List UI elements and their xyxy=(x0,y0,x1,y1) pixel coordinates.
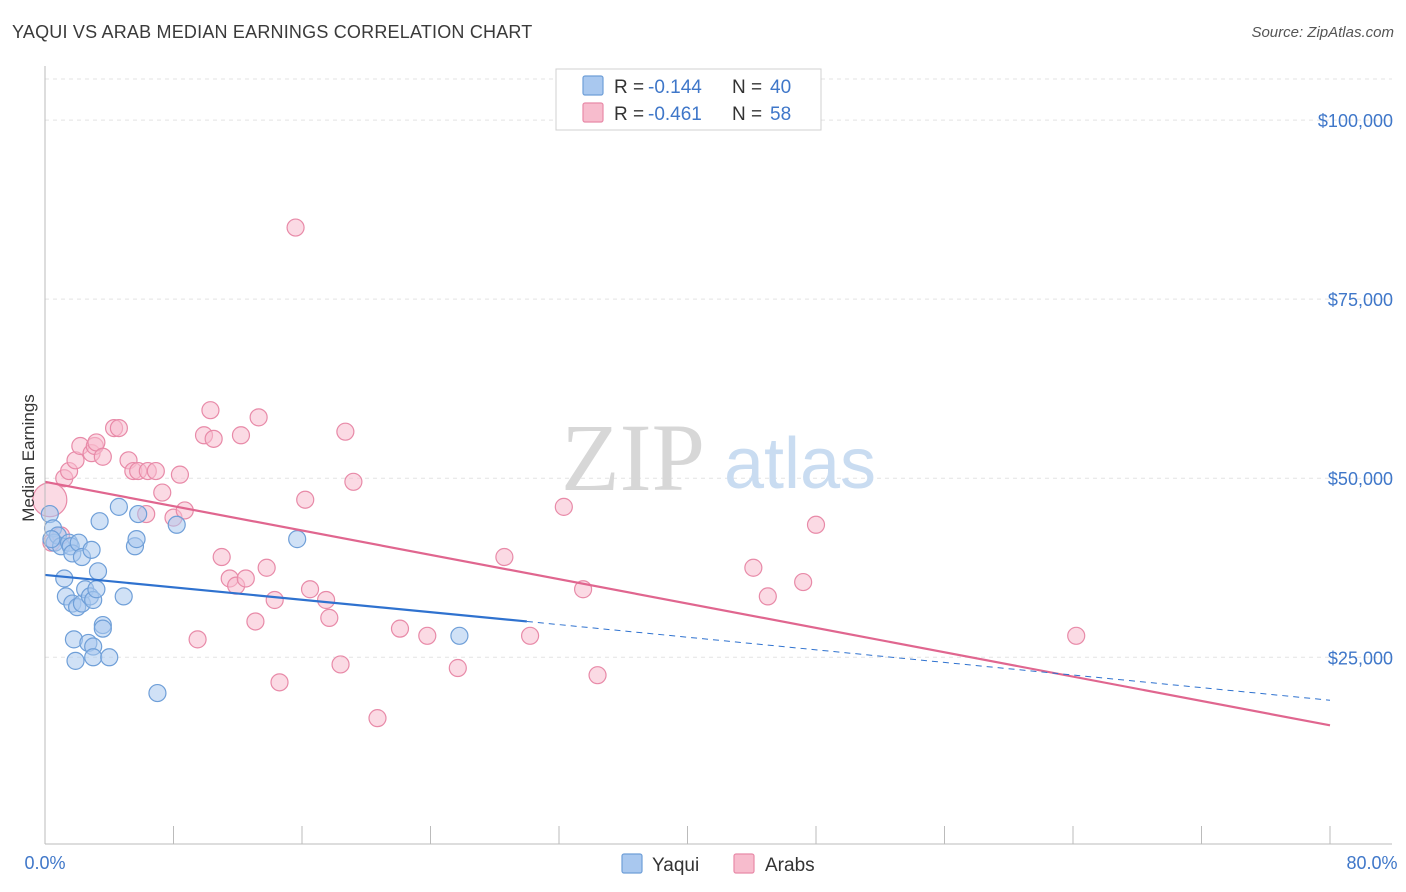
arabs-point xyxy=(296,490,315,509)
yaqui-trendline-extension xyxy=(526,620,1331,701)
yaqui-point xyxy=(82,540,101,559)
arabs-point xyxy=(270,673,289,692)
arabs-point xyxy=(257,558,276,577)
yaqui-trendline xyxy=(44,573,527,623)
legend-n-label-arabs: N = xyxy=(732,104,762,125)
yaqui-point xyxy=(42,530,61,549)
arabs-point xyxy=(320,608,339,627)
arabs-point xyxy=(153,483,172,502)
arabs-point xyxy=(109,418,128,438)
series-legend-swatch-yaqui xyxy=(621,853,643,874)
yaqui-point xyxy=(167,515,186,534)
source-label: Source: ZipAtlas.com xyxy=(1251,24,1394,41)
legend-swatch-arabs xyxy=(582,102,604,123)
yaqui-point xyxy=(84,648,103,667)
arabs-point xyxy=(495,547,514,567)
arabs-point xyxy=(316,590,336,610)
series-legend-label-arabs: Arabs xyxy=(765,855,815,876)
yaqui-point xyxy=(114,587,133,606)
arabs-point xyxy=(744,558,763,577)
arabs-point xyxy=(212,547,231,567)
arabs-point xyxy=(170,465,190,484)
arabs-point xyxy=(794,572,813,592)
arabs-point xyxy=(93,447,112,466)
series-legend-swatch-arabs xyxy=(733,853,755,874)
y-tick-label: $75,000 xyxy=(1328,290,1393,310)
arabs-point xyxy=(249,408,268,427)
yaqui-point xyxy=(93,619,112,638)
yaqui-point xyxy=(129,504,148,524)
arabs-point xyxy=(188,630,207,649)
legend-r-label-arabs: R = xyxy=(614,104,644,125)
arabs-point xyxy=(336,422,355,441)
arabs-point xyxy=(201,401,220,420)
watermark: ZIP atlas xyxy=(561,404,876,511)
yaqui-point xyxy=(90,512,109,531)
arabs-point xyxy=(418,626,437,645)
arabs-point xyxy=(390,619,410,638)
yaqui-point xyxy=(66,651,85,670)
arabs-point xyxy=(758,587,777,606)
arabs-point xyxy=(265,590,284,610)
series-legend: Yaqui Arabs xyxy=(621,853,815,876)
arabs-point xyxy=(300,580,320,599)
yaqui-point xyxy=(450,626,469,645)
yaqui-point xyxy=(288,530,307,549)
arabs-point xyxy=(344,472,363,491)
arabs-point xyxy=(204,429,223,448)
yaqui-point xyxy=(148,683,167,703)
trend-layer xyxy=(44,480,1331,727)
arabs-point xyxy=(236,569,255,588)
x-tick-label-max: 80.0% xyxy=(1346,853,1397,873)
legend-r-value-yaqui: -0.144 xyxy=(648,77,702,98)
yaqui-point xyxy=(100,648,119,667)
yaqui-point xyxy=(87,580,106,599)
arabs-trendline xyxy=(44,480,1331,727)
arabs-point xyxy=(246,612,265,631)
arabs-point xyxy=(331,655,350,674)
legend-n-value-yaqui: 40 xyxy=(770,77,791,98)
yaqui-point xyxy=(109,497,128,516)
arabs-point xyxy=(368,709,387,728)
yaqui-point xyxy=(127,530,146,549)
x-tick-label-min: 0.0% xyxy=(24,853,65,873)
arabs-point xyxy=(286,218,305,237)
arabs-point xyxy=(520,626,540,645)
series-legend-label-yaqui: Yaqui xyxy=(652,855,699,876)
arabs-point xyxy=(1067,626,1086,645)
arabs-point xyxy=(554,497,573,516)
y-tick-label: $25,000 xyxy=(1328,648,1393,668)
yaqui-point xyxy=(55,569,74,588)
y-tick-label: $100,000 xyxy=(1318,111,1393,131)
legend-r-label-yaqui: R = xyxy=(614,77,644,98)
chart-title: YAQUI VS ARAB MEDIAN EARNINGS CORRELATIO… xyxy=(12,22,533,42)
stats-legend: R = -0.144 N = 40 R = -0.461 N = 58 xyxy=(555,68,822,131)
watermark-atlas: atlas xyxy=(724,424,876,504)
legend-n-label-yaqui: N = xyxy=(732,77,762,98)
y-axis-label: Median Earnings xyxy=(19,394,38,522)
arabs-point xyxy=(231,426,251,445)
arabs-point xyxy=(806,515,826,534)
points-layer xyxy=(32,218,1086,728)
legend-r-value-arabs: -0.461 xyxy=(648,104,702,125)
y-tick-label: $50,000 xyxy=(1328,469,1393,489)
axis-layer: $25,000 $50,000 $75,000 $100,000 0.0% 80.0% xyxy=(24,66,1398,873)
yaqui-point xyxy=(88,562,108,581)
legend-n-value-arabs: 58 xyxy=(770,104,791,125)
arabs-point xyxy=(448,658,467,678)
watermark-zip: ZIP xyxy=(561,404,705,511)
arabs-point xyxy=(588,666,607,685)
arabs-point xyxy=(146,461,165,481)
legend-swatch-yaqui xyxy=(582,75,604,96)
